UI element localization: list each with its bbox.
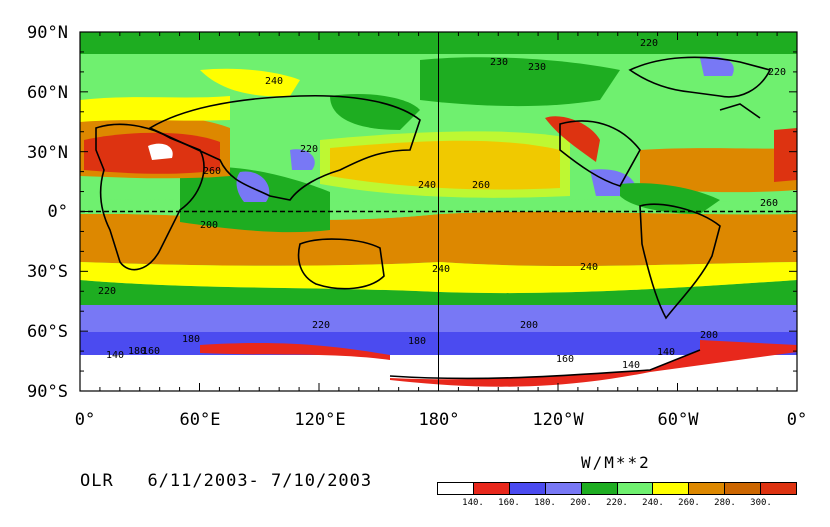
map-caption: OLR 6/11/2003- 7/10/2003 (80, 473, 372, 490)
lat-label-90s: 90°S (27, 382, 68, 402)
colorbar-label: 220. (606, 498, 628, 508)
lat-label-60n: 60°N (27, 83, 68, 103)
contour-label: 180 (128, 346, 146, 357)
colorbar-label: 180. (534, 498, 556, 508)
contour-label: 140 (657, 347, 675, 358)
contour-label: 160 (556, 354, 574, 365)
contour-label: 200 (200, 220, 218, 231)
colorbar-swatch (761, 483, 797, 494)
lon-label-60w: 60°W (657, 410, 699, 430)
lon-label-120e: 120°E (294, 410, 346, 430)
colorbar-swatch (725, 483, 762, 494)
contour-label: 160 (142, 346, 160, 357)
colorbar (437, 482, 797, 495)
contour-label: 180 (408, 336, 426, 347)
colorbar-label: 280. (714, 498, 736, 508)
contour-label: 240 (580, 262, 598, 273)
contour-label: 220 (312, 320, 330, 331)
colorbar-swatch (581, 483, 618, 494)
contour-label: 220 (98, 286, 116, 297)
contour-label: 220 (640, 38, 658, 49)
contour-label: 240 (418, 180, 436, 191)
lat-label-eq: 0° (47, 202, 68, 222)
colorbar-swatch (473, 483, 510, 494)
colorbar-units: W/M**2 (581, 453, 651, 472)
contour-label: 140 (622, 360, 640, 371)
colorbar-label: 300. (750, 498, 772, 508)
colorbar-swatch (653, 483, 690, 494)
lat-label-60s: 60°S (27, 322, 68, 342)
colorbar-label: 200. (570, 498, 592, 508)
colorbar-label: 260. (678, 498, 700, 508)
lon-label-0: 0° (74, 410, 96, 430)
contour-label: 220 (300, 144, 318, 155)
contour-label: 230 (490, 57, 508, 68)
contour-labels: 220 240 230 230 220 220 240 260 260 260 200 240 240 2… (98, 38, 786, 371)
lat-label-30s: 30°S (27, 262, 68, 282)
colorbar-label: 240. (642, 498, 664, 508)
lat-label-90n: 90°N (27, 23, 68, 43)
lon-label-60e: 60°E (179, 410, 221, 430)
contour-label: 200 (520, 320, 538, 331)
contour-label: 220 (768, 67, 786, 78)
contour-label: 260 (760, 198, 778, 209)
contour-label: 140 (106, 350, 124, 361)
contour-label: 240 (432, 264, 450, 275)
colorbar-swatch (438, 483, 474, 494)
variable-name: OLR (80, 471, 114, 491)
lon-label-120w: 120°W (532, 410, 584, 430)
lon-label-180: 180° (418, 410, 460, 430)
colorbar-swatch (545, 483, 582, 494)
colorbar-label: 140. (462, 498, 484, 508)
date-range: 6/11/2003- 7/10/2003 (147, 471, 373, 491)
lat-label-30n: 30°N (27, 143, 68, 163)
colorbar-swatch (689, 483, 726, 494)
contour-label: 200 (700, 330, 718, 341)
contour-label: 260 (203, 166, 221, 177)
axis-ticks (79, 31, 798, 392)
colorbar-swatch (509, 483, 546, 494)
lon-label-360: 0° (786, 410, 808, 430)
colorbar-label: 160. (498, 498, 520, 508)
colorbar-swatch (617, 483, 654, 494)
contour-label: 240 (265, 76, 283, 87)
contour-label: 230 (528, 62, 546, 73)
contour-label: 260 (472, 180, 490, 191)
contour-label: 180 (182, 334, 200, 345)
